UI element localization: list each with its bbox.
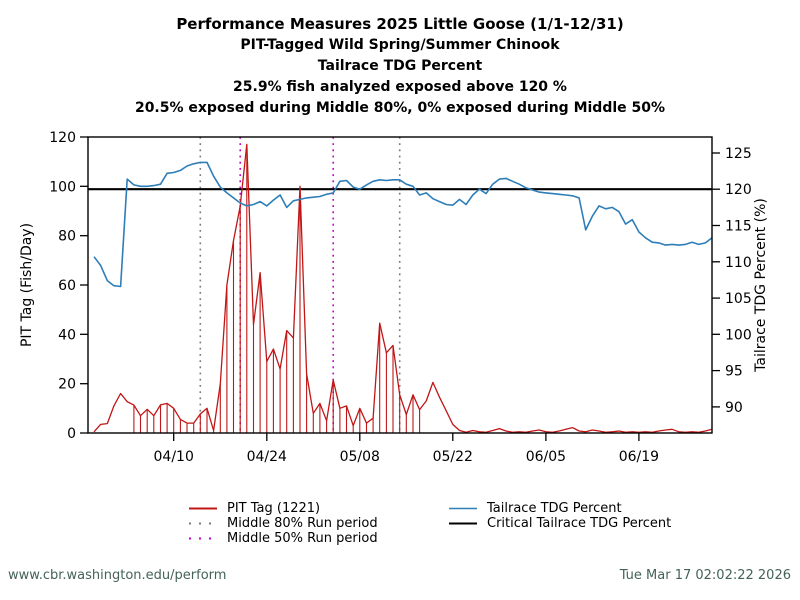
footer-timestamp: Tue Mar 17 02:02:22 2026 bbox=[619, 568, 791, 583]
svg-text:105: 105 bbox=[725, 291, 752, 307]
svg-text:95: 95 bbox=[725, 364, 743, 380]
legend-label: Middle 80% Run period bbox=[227, 516, 378, 531]
svg-text:90: 90 bbox=[725, 400, 743, 416]
chart-title-line3: Tailrace TDG Percent bbox=[317, 58, 483, 74]
svg-text:06/19: 06/19 bbox=[619, 449, 659, 465]
legend-label: Tailrace TDG Percent bbox=[487, 501, 622, 516]
svg-text:100: 100 bbox=[725, 327, 752, 343]
svg-text:Tailrace TDG Percent (%): Tailrace TDG Percent (%) bbox=[753, 198, 769, 373]
legend-label: Middle 50% Run period bbox=[227, 531, 378, 546]
svg-text:04/10: 04/10 bbox=[154, 449, 194, 465]
legend-item-tdg: Tailrace TDG Percent bbox=[448, 501, 671, 516]
legend-label: PIT Tag (1221) bbox=[227, 501, 321, 516]
legend-column-left: PIT Tag (1221) Middle 80% Run period Mid… bbox=[188, 501, 378, 546]
legend-column-right: Tailrace TDG Percent Critical Tailrace T… bbox=[448, 501, 671, 531]
svg-text:PIT Tag (Fish/Day): PIT Tag (Fish/Day) bbox=[19, 223, 35, 347]
svg-text:20: 20 bbox=[58, 377, 76, 393]
svg-text:115: 115 bbox=[725, 219, 752, 235]
svg-text:120: 120 bbox=[49, 130, 76, 146]
middle50-dotted-swatch bbox=[189, 537, 217, 540]
legend-item-middle80: Middle 80% Run period bbox=[188, 516, 378, 531]
chart-titles: Performance Measures 2025 Little Goose (… bbox=[0, 14, 800, 119]
chart-title-line5: 20.5% exposed during Middle 80%, 0% expo… bbox=[134, 100, 666, 116]
svg-text:0: 0 bbox=[67, 426, 76, 442]
tdg-line-swatch bbox=[449, 507, 477, 510]
svg-text:05/08: 05/08 bbox=[340, 449, 380, 465]
svg-text:110: 110 bbox=[725, 255, 752, 271]
chart-title-line1: Performance Measures 2025 Little Goose (… bbox=[176, 15, 624, 33]
svg-text:04/24: 04/24 bbox=[247, 449, 287, 465]
critical-line-swatch bbox=[449, 522, 477, 525]
legend-item-pit-tag: PIT Tag (1221) bbox=[188, 501, 378, 516]
legend-item-critical: Critical Tailrace TDG Percent bbox=[448, 516, 671, 531]
footer-url: www.cbr.washington.edu/perform bbox=[8, 568, 227, 583]
legend-item-middle50: Middle 50% Run period bbox=[188, 531, 378, 546]
svg-text:05/22: 05/22 bbox=[433, 449, 473, 465]
svg-text:125: 125 bbox=[725, 146, 752, 162]
chart-title-line2: PIT-Tagged Wild Spring/Summer Chinook bbox=[240, 37, 560, 53]
chart-title-line4: 25.9% fish analyzed exposed above 120 % bbox=[233, 79, 567, 95]
legend-label: Critical Tailrace TDG Percent bbox=[487, 516, 672, 531]
pit-tag-line-swatch bbox=[189, 507, 217, 510]
svg-text:100: 100 bbox=[49, 179, 76, 195]
svg-text:06/05: 06/05 bbox=[526, 449, 566, 465]
svg-text:60: 60 bbox=[58, 278, 76, 294]
svg-text:80: 80 bbox=[58, 229, 76, 245]
middle80-dotted-swatch bbox=[189, 522, 217, 525]
svg-text:120: 120 bbox=[725, 182, 752, 198]
svg-text:40: 40 bbox=[58, 327, 76, 343]
